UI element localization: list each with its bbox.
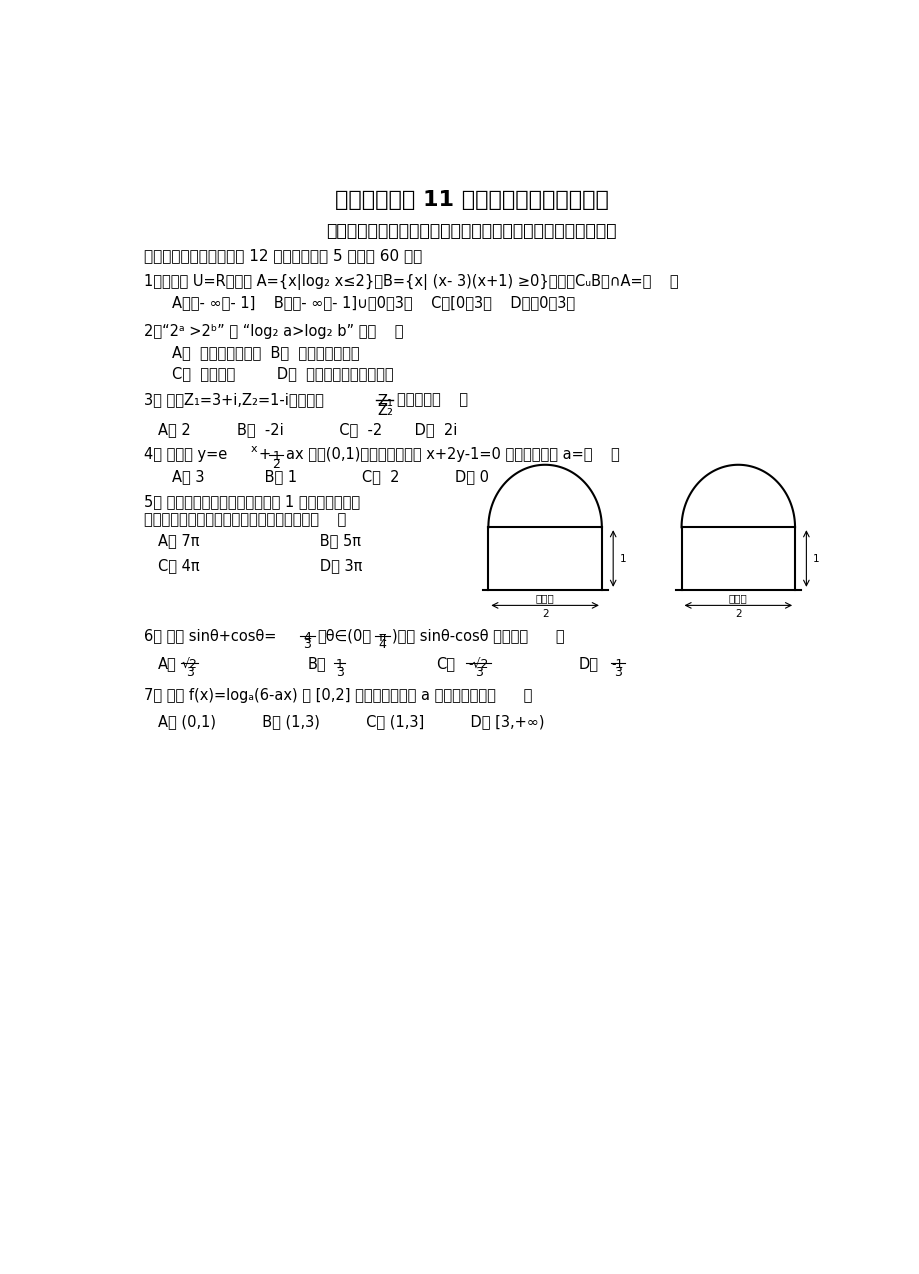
Text: D．: D． — [578, 656, 597, 671]
Text: 1: 1 — [619, 553, 626, 563]
Text: 的虚部为（    ）: 的虚部为（ ） — [397, 392, 468, 408]
Text: 2: 2 — [272, 457, 279, 471]
Text: 5． 一个几何体的俧视图是半径为 1 的圆，其主视图: 5． 一个几何体的俧视图是半径为 1 的圆，其主视图 — [143, 494, 359, 510]
Text: ax 在点(0,1)处的切线与直线 x+2y-1=0 垂直，则实数 a=（    ）: ax 在点(0,1)处的切线与直线 x+2y-1=0 垂直，则实数 a=（ ） — [286, 447, 619, 462]
Text: 6． 已知 sinθ+cosθ=: 6． 已知 sinθ+cosθ= — [143, 628, 276, 643]
Text: 4: 4 — [303, 631, 312, 643]
Text: +: + — [259, 447, 276, 462]
Text: 2: 2 — [541, 609, 548, 618]
Text: C．  充要条件         D．  既不充分也不必要条件: C． 充要条件 D． 既不充分也不必要条件 — [172, 366, 393, 381]
Text: 1．设全集 U=R，集合 A={x|log₂ x≤2}，B={x| (x- 3)(x+1) ≥0}，则（CᵤB）∩A=（    ）: 1．设全集 U=R，集合 A={x|log₂ x≤2}，B={x| (x- 3)… — [143, 274, 677, 289]
Text: 3: 3 — [303, 638, 312, 651]
Text: Z₁: Z₁ — [377, 394, 392, 409]
Text: 主视图: 主视图 — [535, 592, 554, 603]
Text: A．: A． — [158, 656, 176, 671]
Text: 注意：请同学们将试题的答案必须写在答题卷上，否则不给分！: 注意：请同学们将试题的答案必须写在答题卷上，否则不给分！ — [326, 222, 616, 240]
Text: √2: √2 — [182, 659, 198, 671]
Text: 2: 2 — [734, 609, 741, 618]
Text: 侧视图: 侧视图 — [728, 592, 747, 603]
Text: 3: 3 — [335, 666, 343, 679]
Text: A． 7π                          B． 5π: A． 7π B． 5π — [158, 534, 360, 549]
Text: 1: 1 — [272, 450, 279, 464]
Text: )，则 sinθ-cosθ 的値为（      ）: )，则 sinθ-cosθ 的値为（ ） — [391, 628, 564, 643]
Text: π: π — [379, 631, 386, 643]
Text: C．: C． — [436, 656, 454, 671]
Text: -1: -1 — [611, 659, 623, 671]
Text: 1: 1 — [812, 553, 819, 563]
Text: A．（- ∞，- 1]    B．（- ∞，- 1]∪（0，3）    C．[0，3）    D．（0，3）: A．（- ∞，- 1] B．（- ∞，- 1]∪（0，3） C．[0，3） D．… — [172, 296, 574, 310]
Text: 一、选择题：（本大题共 12 小题，每小题 5 分，共 60 分）: 一、选择题：（本大题共 12 小题，每小题 5 分，共 60 分） — [143, 248, 421, 262]
Text: 天全中学高三 11 月月考数学试题（理科）: 天全中学高三 11 月月考数学试题（理科） — [335, 190, 607, 210]
Text: A． 3             B． 1              C．  2            D． 0: A． 3 B． 1 C． 2 D． 0 — [172, 469, 489, 484]
Text: -√2: -√2 — [468, 659, 488, 671]
Text: B．: B． — [307, 656, 325, 671]
Text: 2．“2ᵃ >2ᵇ” 是 “log₂ a>log₂ b” 的（    ）: 2．“2ᵃ >2ᵇ” 是 “log₂ a>log₂ b” 的（ ） — [143, 324, 403, 339]
Text: 3: 3 — [613, 666, 621, 679]
Text: 和侧视图如图所示，则该几何体的表面积为（    ）: 和侧视图如图所示，则该几何体的表面积为（ ） — [143, 512, 346, 527]
Text: 3． 复数Z₁=3+i,Z₂=1-i，则复数: 3． 复数Z₁=3+i,Z₂=1-i，则复数 — [143, 392, 323, 408]
Text: C． 4π                          D． 3π: C． 4π D． 3π — [158, 558, 362, 573]
Text: ，θ∈(0，: ，θ∈(0， — [317, 628, 371, 643]
Text: Z₂: Z₂ — [377, 403, 393, 418]
Text: 4． 设曲线 y=e: 4． 设曲线 y=e — [143, 447, 226, 462]
Text: A．  充分不必要条件  B．  必要不充分条件: A． 充分不必要条件 B． 必要不充分条件 — [172, 345, 359, 361]
Text: 1: 1 — [335, 659, 343, 671]
Text: 4: 4 — [378, 638, 386, 651]
Text: 7． 函数 f(x)=logₐ(6-ax) 在 [0,2] 上为减函数，则 a 的取値范围是（      ）: 7． 函数 f(x)=logₐ(6-ax) 在 [0,2] 上为减函数，则 a … — [143, 688, 531, 702]
Text: 3: 3 — [474, 666, 482, 679]
Text: x: x — [250, 445, 256, 455]
Text: 3: 3 — [186, 666, 194, 679]
Text: A． (0,1)          B． (1,3)          C． (1,3]          D． [3,+∞): A． (0,1) B． (1,3) C． (1,3] D． [3,+∞) — [158, 713, 544, 729]
Text: A． 2          B．  -2i            C．  -2       D．  2i: A． 2 B． -2i C． -2 D． 2i — [158, 422, 457, 437]
